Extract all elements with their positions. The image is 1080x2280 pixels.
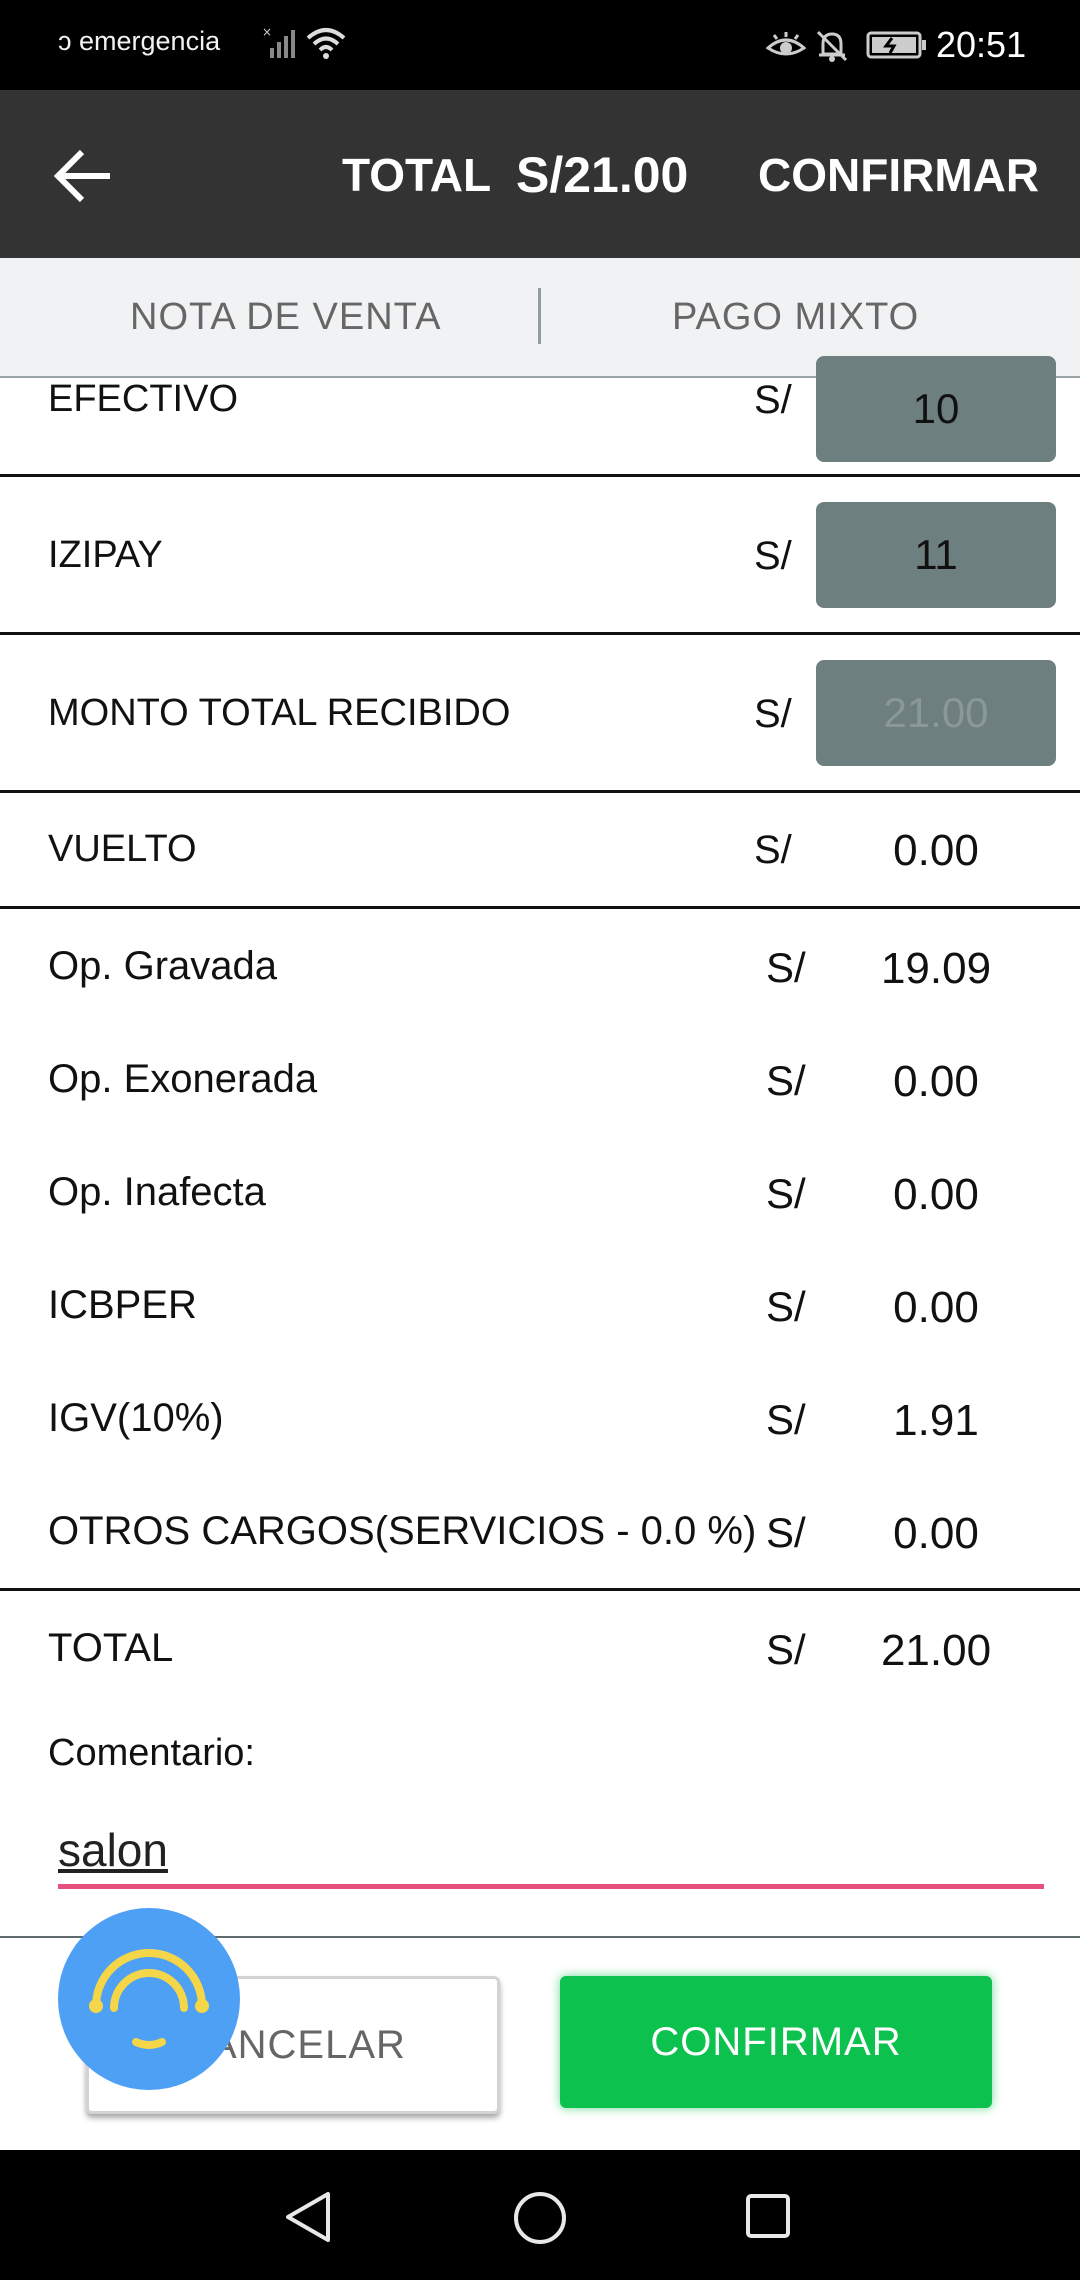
app-total-value: S/21.00: [516, 147, 689, 203]
summary-value: 19.09: [880, 944, 992, 993]
nav-back-icon[interactable]: [284, 2190, 334, 2244]
app-confirm-button[interactable]: CONFIRMAR: [758, 149, 1040, 201]
svg-text:×: ×: [262, 26, 272, 39]
payment-label: IZIPAY: [48, 534, 163, 576]
summary-row: IGV(10%) S/ 1.91: [0, 1396, 1080, 1456]
back-arrow-icon[interactable]: [54, 148, 114, 204]
summary-row: ICBPER S/ 0.00: [0, 1283, 1080, 1343]
system-nav-bar: [0, 2150, 1080, 2280]
confirm-button[interactable]: CONFIRMAR: [560, 1976, 992, 2108]
summary-row: Op. Inafecta S/ 0.00: [0, 1170, 1080, 1230]
vuelto-value: 0.00: [893, 826, 979, 875]
summary-value: 0.00: [893, 1509, 979, 1558]
currency-symbol: S/: [754, 534, 792, 578]
currency-symbol: S/: [754, 692, 792, 736]
row-divider: [0, 474, 1080, 477]
footer-divider: [0, 1936, 1080, 1938]
tab-divider: [538, 288, 541, 344]
nav-home-icon[interactable]: [512, 2190, 568, 2246]
comment-input[interactable]: [58, 1810, 1044, 1890]
summary-value: 0.00: [893, 1170, 979, 1219]
row-divider: [0, 1588, 1080, 1591]
currency-symbol: S/: [766, 1170, 806, 1217]
currency-symbol: S/: [766, 1283, 806, 1330]
status-bar: ɔ emergencia × 20:51: [0, 0, 1080, 90]
currency-symbol: S/: [754, 828, 792, 872]
row-divider: [0, 906, 1080, 909]
row-divider: [0, 632, 1080, 635]
total-row: TOTAL S/ 21.00: [0, 1626, 1080, 1686]
efectivo-amount-input[interactable]: 10: [816, 356, 1056, 462]
bell-off-icon: [816, 30, 848, 62]
status-time: 20:51: [936, 24, 1027, 65]
payment-row-efectivo: EFECTIVO S/ 10: [0, 356, 1080, 474]
currency-symbol: S/: [754, 378, 792, 422]
tab-pago-mixto[interactable]: PAGO MIXTO: [672, 296, 920, 338]
currency-symbol: S/: [766, 1626, 806, 1673]
izipay-amount-input[interactable]: 11: [816, 502, 1056, 608]
summary-row: Op. Gravada S/ 19.09: [0, 944, 1080, 1004]
wifi-icon: [306, 28, 346, 59]
payment-label: MONTO TOTAL RECIBIDO: [48, 692, 511, 734]
summary-row: OTROS CARGOS(SERVICIOS - 0.0 %) S/ 0.00: [0, 1509, 1080, 1569]
total-label: TOTAL: [48, 1626, 174, 1670]
summary-value: 0.00: [893, 1057, 979, 1106]
summary-label: Op. Exonerada: [48, 1057, 318, 1101]
payment-row-izipay: IZIPAY S/ 11: [0, 476, 1080, 632]
total-value: 21.00: [880, 1626, 992, 1675]
summary-label: Op. Gravada: [48, 944, 278, 988]
eye-comfort-icon: [766, 32, 806, 56]
vuelto-label: VUELTO: [48, 828, 197, 870]
summary-label: IGV(10%): [48, 1396, 224, 1440]
assistant-fab[interactable]: [58, 1908, 240, 2090]
payment-row-monto-total: MONTO TOTAL RECIBIDO S/ 21.00: [0, 634, 1080, 790]
comment-underline: [58, 1884, 1044, 1889]
summary-row: Op. Exonerada S/ 0.00: [0, 1057, 1080, 1117]
currency-symbol: S/: [766, 1396, 806, 1443]
row-divider: [0, 790, 1080, 793]
monto-total-field: 21.00: [816, 660, 1056, 766]
currency-symbol: S/: [766, 944, 806, 991]
comment-label: Comentario:: [48, 1732, 255, 1774]
assistant-icon: [89, 1949, 209, 2049]
summary-value: 1.91: [893, 1396, 979, 1445]
summary-label: ICBPER: [48, 1283, 197, 1327]
vuelto-row: VUELTO S/ 0.00: [0, 792, 1080, 906]
currency-symbol: S/: [766, 1057, 806, 1104]
summary-value: 0.00: [893, 1283, 979, 1332]
payment-label: EFECTIVO: [48, 378, 239, 420]
app-total-label: TOTAL: [342, 149, 492, 201]
app-bar: TOTAL S/21.00 CONFIRMAR: [0, 90, 1080, 258]
carrier-text: ɔ emergencia: [58, 26, 221, 56]
signal-icon: ×: [262, 26, 295, 58]
tab-nota-de-venta[interactable]: NOTA DE VENTA: [130, 296, 442, 338]
currency-symbol: S/: [766, 1509, 806, 1556]
nav-recent-icon[interactable]: [744, 2192, 792, 2240]
summary-label: OTROS CARGOS(SERVICIOS - 0.0 %): [48, 1509, 757, 1553]
summary-label: Op. Inafecta: [48, 1170, 266, 1214]
battery-icon: [866, 31, 926, 59]
